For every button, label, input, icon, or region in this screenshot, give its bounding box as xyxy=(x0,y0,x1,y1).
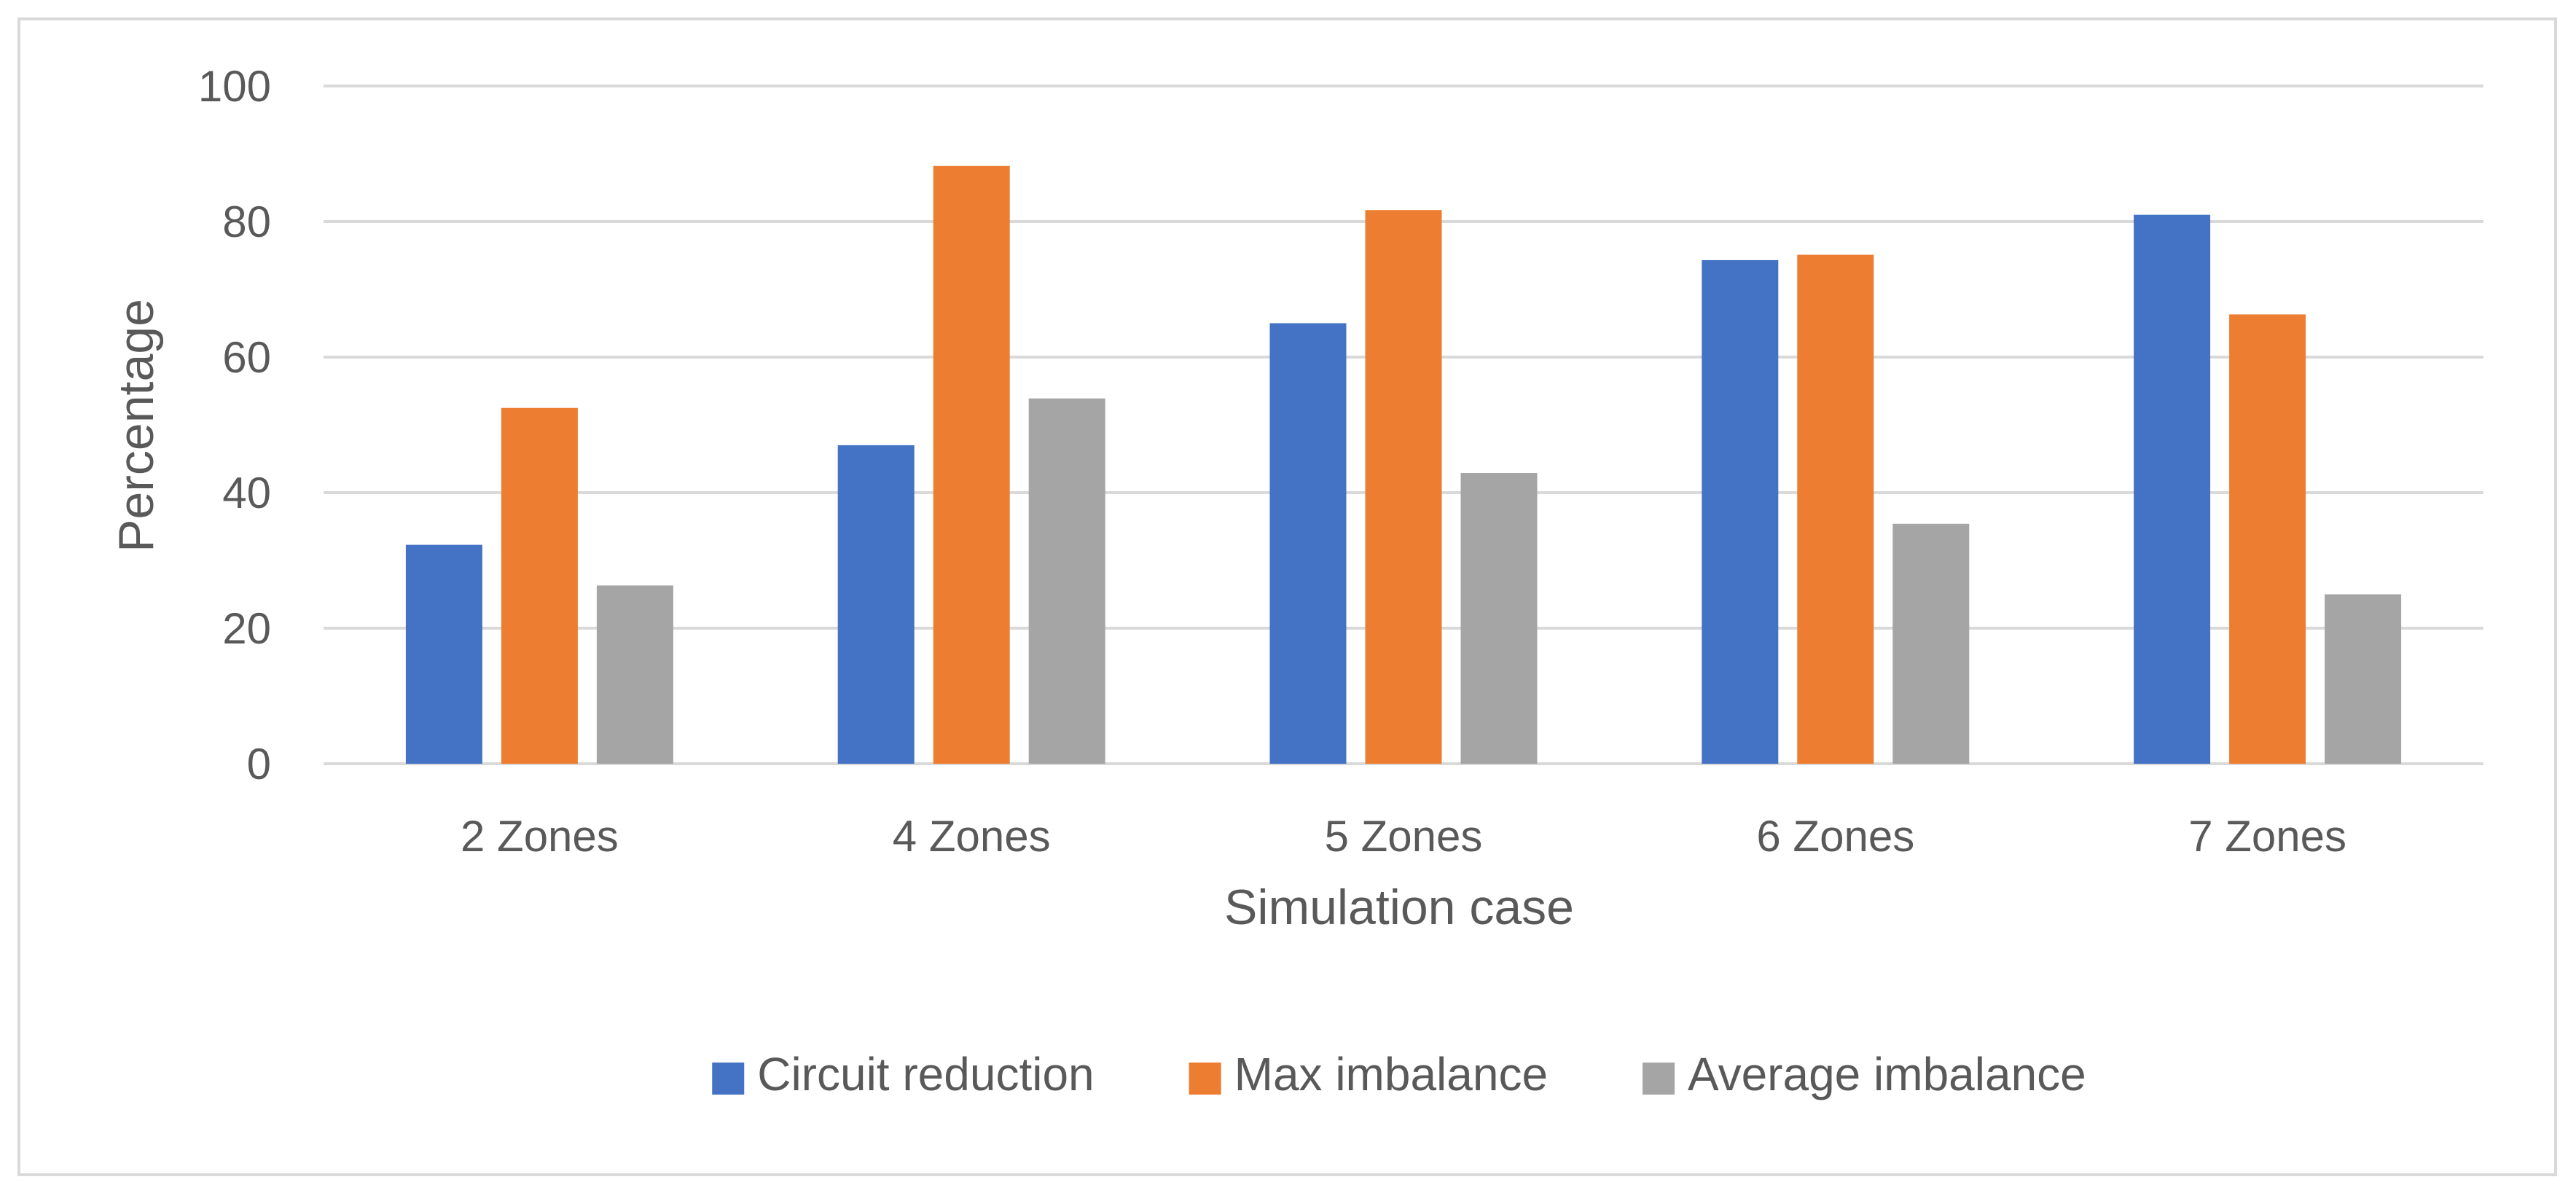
bar-average-imbalance-6-zones xyxy=(1892,523,1970,764)
bar-max-imbalance-7-zones xyxy=(2229,314,2306,764)
legend-item: Max imbalance xyxy=(1189,1048,1548,1100)
legend-label: Average imbalance xyxy=(1688,1048,2086,1100)
legend-swatch xyxy=(1643,1063,1675,1095)
bar-max-imbalance-2-zones xyxy=(501,407,578,764)
bars xyxy=(405,165,2402,764)
x-category-label: 7 Zones xyxy=(2188,812,2346,861)
bar-max-imbalance-6-zones xyxy=(1797,254,1874,764)
legend: Circuit reduction Max imbalance Average im… xyxy=(712,1048,2086,1100)
x-category-label: 5 Zones xyxy=(1325,812,1483,861)
legend-label: Circuit reduction xyxy=(757,1048,1094,1100)
legend-item: Average imbalance xyxy=(1643,1048,2086,1100)
bar-max-imbalance-5-zones xyxy=(1365,210,1442,764)
bar-average-imbalance-5-zones xyxy=(1460,473,1538,764)
bar-circuit-reduction-4-zones xyxy=(837,445,915,764)
legend-item: Circuit reduction xyxy=(712,1048,1095,1100)
y-tick-label: 40 xyxy=(222,469,271,517)
y-tick-label: 0 xyxy=(247,740,271,789)
bar-average-imbalance-4-zones xyxy=(1028,398,1105,764)
y-axis-ticks: 0 20 40 60 80 100 xyxy=(198,62,271,789)
bar-max-imbalance-4-zones xyxy=(933,165,1010,764)
bar-average-imbalance-7-zones xyxy=(2325,594,2402,764)
x-category-label: 6 Zones xyxy=(1756,812,1914,861)
x-category-label: 2 Zones xyxy=(461,812,619,861)
bar-circuit-reduction-2-zones xyxy=(405,544,482,764)
bar-circuit-reduction-7-zones xyxy=(2134,214,2211,764)
y-tick-label: 60 xyxy=(222,333,271,382)
x-axis-title: Simulation case xyxy=(1224,880,1574,935)
x-axis-categories: 2 Zones 4 Zones 5 Zones 6 Zones 7 Zones xyxy=(461,812,2346,861)
y-tick-label: 100 xyxy=(198,62,271,111)
y-axis-title: Percentage xyxy=(109,299,164,552)
x-category-label: 4 Zones xyxy=(893,812,1051,861)
legend-swatch xyxy=(712,1063,745,1095)
legend-swatch xyxy=(1189,1063,1221,1095)
y-tick-label: 80 xyxy=(222,197,271,246)
y-tick-label: 20 xyxy=(222,604,271,653)
bar-circuit-reduction-6-zones xyxy=(1702,260,1779,764)
bar-average-imbalance-2-zones xyxy=(596,585,673,764)
bar-circuit-reduction-5-zones xyxy=(1269,323,1347,764)
legend-label: Max imbalance xyxy=(1234,1048,1548,1100)
